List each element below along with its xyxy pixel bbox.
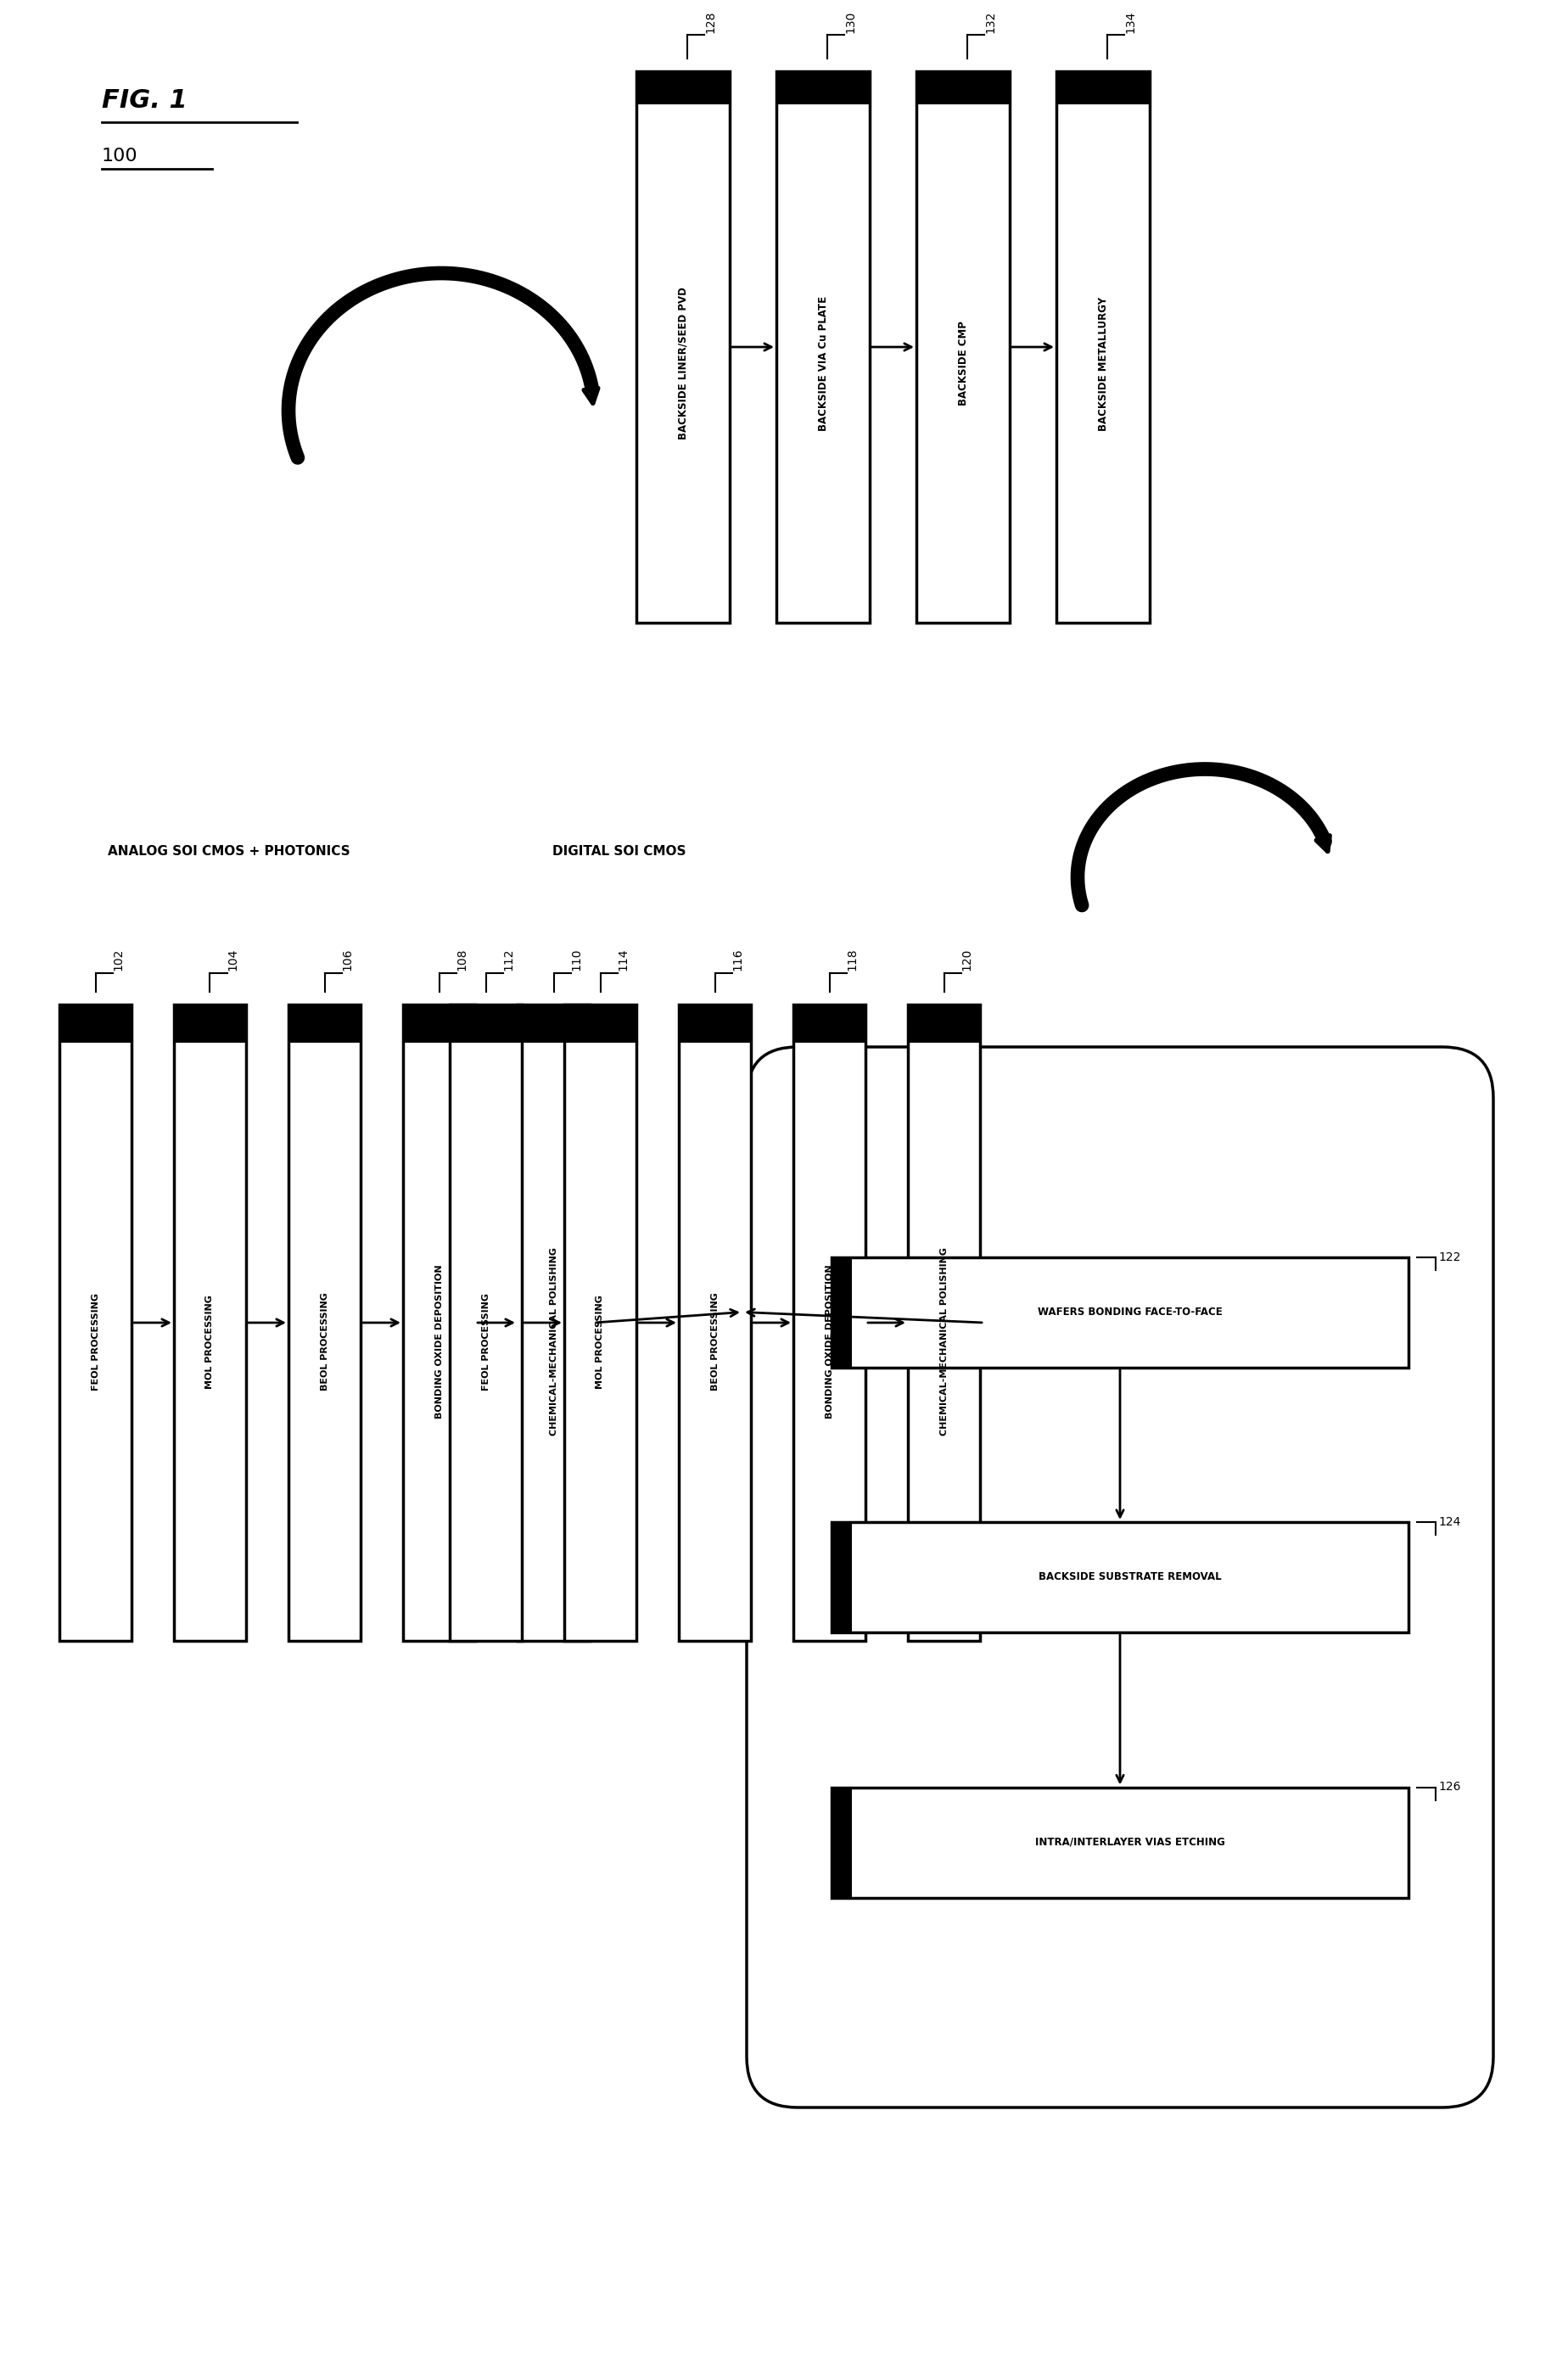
FancyBboxPatch shape xyxy=(517,1004,590,1642)
FancyBboxPatch shape xyxy=(831,1257,851,1368)
Text: DIGITAL SOI CMOS: DIGITAL SOI CMOS xyxy=(552,846,685,857)
Text: 132: 132 xyxy=(983,12,996,33)
Text: 128: 128 xyxy=(704,9,715,33)
Text: CHEMICAL-MECHANICAL POLISHING: CHEMICAL-MECHANICAL POLISHING xyxy=(549,1247,558,1436)
FancyBboxPatch shape xyxy=(450,1004,522,1642)
FancyBboxPatch shape xyxy=(60,1004,132,1642)
FancyBboxPatch shape xyxy=(174,1004,246,1042)
Text: FIG. 1: FIG. 1 xyxy=(102,87,187,113)
Text: BONDING OXIDE DEPOSITION: BONDING OXIDE DEPOSITION xyxy=(825,1264,833,1420)
FancyBboxPatch shape xyxy=(776,71,869,104)
FancyBboxPatch shape xyxy=(831,1521,851,1632)
Text: 116: 116 xyxy=(731,947,743,971)
Text: 108: 108 xyxy=(456,947,467,971)
Text: BONDING OXIDE DEPOSITION: BONDING OXIDE DEPOSITION xyxy=(434,1264,444,1420)
FancyBboxPatch shape xyxy=(637,71,729,624)
Text: INTRA/INTERLAYER VIAS ETCHING: INTRA/INTERLAYER VIAS ETCHING xyxy=(1035,1838,1225,1847)
Text: 100: 100 xyxy=(102,146,138,165)
Text: 114: 114 xyxy=(616,947,629,971)
Text: BEOL PROCESSING: BEOL PROCESSING xyxy=(710,1292,718,1391)
Text: 120: 120 xyxy=(960,947,972,971)
Text: 122: 122 xyxy=(1438,1252,1460,1264)
FancyBboxPatch shape xyxy=(450,1004,522,1042)
FancyBboxPatch shape xyxy=(831,1788,1408,1897)
FancyBboxPatch shape xyxy=(289,1004,361,1042)
FancyBboxPatch shape xyxy=(831,1521,1408,1632)
FancyBboxPatch shape xyxy=(679,1004,751,1642)
FancyBboxPatch shape xyxy=(916,71,1010,104)
FancyBboxPatch shape xyxy=(517,1004,590,1042)
Text: 118: 118 xyxy=(845,947,858,971)
Text: BACKSIDE CMP: BACKSIDE CMP xyxy=(956,321,967,406)
FancyBboxPatch shape xyxy=(793,1004,866,1042)
Text: WAFERS BONDING FACE-TO-FACE: WAFERS BONDING FACE-TO-FACE xyxy=(1036,1306,1221,1318)
Text: 106: 106 xyxy=(342,947,353,971)
Text: BACKSIDE LINER/SEED PVD: BACKSIDE LINER/SEED PVD xyxy=(677,288,688,439)
FancyBboxPatch shape xyxy=(679,1004,751,1042)
FancyBboxPatch shape xyxy=(746,1046,1493,2107)
Text: 102: 102 xyxy=(113,947,124,971)
Text: BACKSIDE METALLURGY: BACKSIDE METALLURGY xyxy=(1098,298,1109,430)
Text: ANALOG SOI CMOS + PHOTONICS: ANALOG SOI CMOS + PHOTONICS xyxy=(108,846,350,857)
FancyBboxPatch shape xyxy=(831,1257,1408,1368)
Text: MOL PROCESSING: MOL PROCESSING xyxy=(596,1294,604,1389)
FancyBboxPatch shape xyxy=(289,1004,361,1642)
Text: 112: 112 xyxy=(502,947,514,971)
Text: 110: 110 xyxy=(571,947,582,971)
FancyBboxPatch shape xyxy=(174,1004,246,1642)
FancyBboxPatch shape xyxy=(637,71,729,104)
Text: 134: 134 xyxy=(1124,12,1135,33)
FancyBboxPatch shape xyxy=(793,1004,866,1642)
FancyBboxPatch shape xyxy=(831,1788,851,1897)
FancyBboxPatch shape xyxy=(60,1004,132,1042)
Text: MOL PROCESSING: MOL PROCESSING xyxy=(205,1294,215,1389)
Text: 124: 124 xyxy=(1438,1516,1460,1528)
Text: FEOL PROCESSING: FEOL PROCESSING xyxy=(91,1292,100,1391)
FancyBboxPatch shape xyxy=(776,71,869,624)
Text: BACKSIDE VIA Cu PLATE: BACKSIDE VIA Cu PLATE xyxy=(817,295,828,430)
FancyBboxPatch shape xyxy=(564,1004,637,1042)
FancyBboxPatch shape xyxy=(403,1004,475,1042)
FancyBboxPatch shape xyxy=(916,71,1010,624)
FancyBboxPatch shape xyxy=(908,1004,980,1042)
FancyBboxPatch shape xyxy=(1055,71,1149,624)
Text: BACKSIDE SUBSTRATE REMOVAL: BACKSIDE SUBSTRATE REMOVAL xyxy=(1038,1571,1221,1583)
Text: 104: 104 xyxy=(227,947,238,971)
Text: FEOL PROCESSING: FEOL PROCESSING xyxy=(481,1292,489,1391)
Text: 130: 130 xyxy=(844,12,856,33)
FancyBboxPatch shape xyxy=(403,1004,475,1642)
Text: CHEMICAL-MECHANICAL POLISHING: CHEMICAL-MECHANICAL POLISHING xyxy=(939,1247,947,1436)
FancyBboxPatch shape xyxy=(908,1004,980,1642)
Text: 126: 126 xyxy=(1438,1781,1460,1793)
FancyBboxPatch shape xyxy=(1055,71,1149,104)
FancyBboxPatch shape xyxy=(564,1004,637,1642)
Text: BEOL PROCESSING: BEOL PROCESSING xyxy=(320,1292,329,1391)
